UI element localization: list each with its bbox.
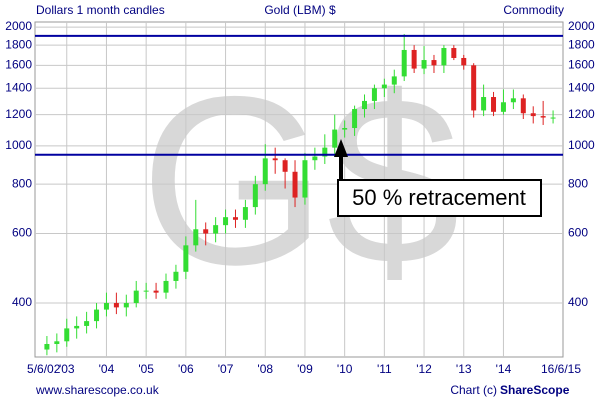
y-tick-label-right: 1600 (568, 58, 595, 72)
x-tick-label: '13 (456, 362, 472, 376)
candle-body (471, 65, 477, 111)
x-tick-label: '14 (496, 362, 512, 376)
candle-body (540, 116, 546, 118)
candle-body (223, 217, 229, 226)
candle-body (133, 290, 139, 304)
candle-body (143, 290, 149, 292)
candle-body (302, 160, 308, 198)
candle-body (332, 129, 338, 148)
candle-body (342, 128, 348, 130)
candle-body (94, 309, 100, 322)
candle-body (123, 303, 129, 308)
y-tick-label: 1400 (5, 80, 32, 94)
y-tick-label-right: 1400 (568, 80, 595, 94)
candle-body (421, 60, 427, 69)
chart-title: Gold (LBM) $ (264, 3, 336, 17)
annotation-arrow (334, 139, 348, 180)
candle-body (74, 325, 80, 329)
y-tick-label-right: 1800 (568, 37, 595, 51)
candle-body (64, 328, 70, 342)
candle-body (193, 229, 199, 246)
candle-body (500, 102, 506, 112)
annotation-box (337, 179, 542, 217)
candle-body (282, 160, 288, 172)
candle-body (262, 158, 268, 185)
y-tick-label: 800 (12, 176, 32, 190)
x-tick-label: '11 (377, 362, 392, 376)
candle-body (401, 49, 407, 77)
x-tick-label: '07 (218, 362, 234, 376)
candle-body (113, 303, 119, 308)
y-tick-label: 600 (12, 226, 32, 240)
candle-body (352, 109, 358, 129)
chart-subtitle: Dollars 1 month candles (36, 3, 165, 17)
candle-body (242, 207, 248, 220)
candle-body (510, 98, 516, 103)
y-tick-label-right: 400 (568, 295, 588, 309)
x-tick-label: '12 (416, 362, 432, 376)
candle-body (530, 113, 536, 117)
x-tick-label: 16/6/15 (541, 362, 581, 376)
y-tick-label: 1200 (5, 107, 32, 121)
candle-body (44, 343, 50, 350)
y-tick-label: 400 (12, 295, 32, 309)
candle-body (153, 290, 159, 293)
x-tick-label: '06 (178, 362, 194, 376)
candle-body (322, 147, 328, 157)
candle-body (252, 184, 258, 208)
x-tick-label: 5/6/02 (27, 362, 61, 376)
annotation: 50 % retracement (352, 185, 526, 210)
candle-body (362, 100, 368, 110)
candle-body (441, 48, 447, 66)
y-tick-label: 1600 (5, 58, 32, 72)
x-tick-label: '03 (59, 362, 75, 376)
candle-body (232, 217, 238, 220)
y-tick-label-right: 1000 (568, 138, 595, 152)
y-tick-label: 1000 (5, 138, 32, 152)
candle-body (292, 171, 298, 198)
candle-body (183, 245, 189, 272)
candle-body (491, 97, 497, 112)
candle-body (213, 225, 219, 234)
y-tick-label-right: 1200 (568, 107, 595, 121)
candle-body (381, 84, 387, 89)
y-tick-label-right: 2000 (568, 19, 595, 33)
x-tick-label: '04 (99, 362, 115, 376)
candle-body (103, 303, 109, 310)
candle-body (371, 88, 377, 101)
candle-body (173, 271, 179, 281)
x-tick-label: '09 (297, 362, 313, 376)
candle-body (163, 280, 169, 293)
candle-body (272, 158, 278, 161)
candle-body (451, 48, 457, 58)
category-label: Commodity (503, 3, 564, 17)
y-tick-label-right: 600 (568, 226, 588, 240)
candle-body (481, 97, 487, 111)
candle-body (54, 341, 60, 344)
brand: ShareScope (500, 383, 570, 397)
candle-body (312, 156, 318, 161)
y-tick-label: 2000 (5, 19, 32, 33)
x-tick-label: '08 (257, 362, 273, 376)
x-tick-label: '10 (337, 362, 353, 376)
candle-body (550, 117, 556, 119)
y-tick-label-right: 800 (568, 176, 588, 190)
candle-body (411, 49, 417, 69)
candle-body (203, 229, 209, 234)
candle-body (431, 60, 437, 66)
candle-body (84, 321, 90, 326)
candle-body (391, 76, 397, 85)
y-tick-label: 1800 (5, 37, 32, 51)
credit: Chart (c) (450, 383, 497, 397)
candle-body (461, 57, 467, 66)
source: www.sharescope.co.uk (35, 383, 160, 397)
x-tick-label: '05 (138, 362, 154, 376)
candle-body (520, 98, 526, 114)
